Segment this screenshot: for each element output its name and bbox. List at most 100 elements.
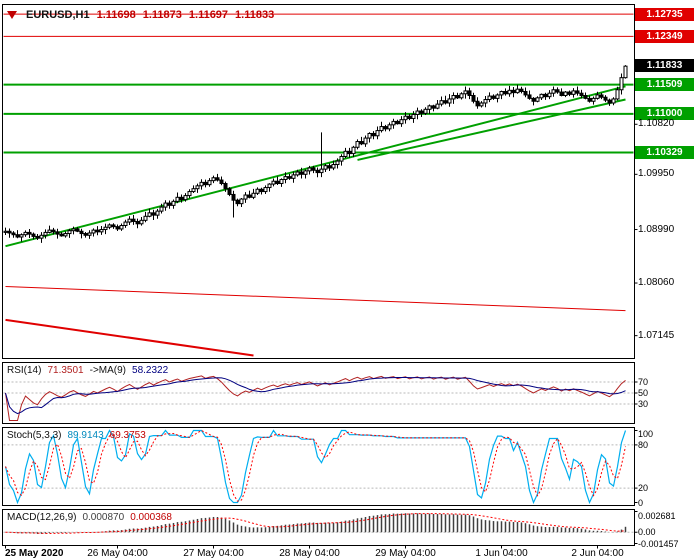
- macd-scale-label: 0.00: [638, 527, 656, 538]
- time-axis-label: 25 May 2020: [5, 548, 64, 559]
- candle: [359, 141, 364, 145]
- candle: [443, 100, 448, 104]
- close-value: 1.11833: [235, 9, 275, 21]
- candle: [99, 229, 104, 233]
- candle: [507, 89, 512, 95]
- price-scale-label: 1.09950: [638, 168, 675, 180]
- candle: [551, 89, 556, 94]
- candle: [263, 187, 268, 193]
- rsi-value: 71.3501: [47, 365, 84, 376]
- candle: [151, 212, 156, 216]
- macd-signal-value: 0.000368: [130, 512, 172, 523]
- candle: [571, 90, 576, 95]
- candle: [247, 194, 252, 198]
- candle: [387, 124, 392, 130]
- candle: [175, 196, 180, 202]
- rsi-ma-value: 58.2322: [132, 365, 169, 376]
- candle: [207, 180, 212, 186]
- candle: [471, 95, 476, 102]
- time-axis-label: 27 May 04:00: [183, 548, 244, 559]
- candle: [119, 225, 124, 230]
- candle: [127, 218, 132, 223]
- candle: [519, 88, 524, 92]
- candle: [303, 170, 308, 175]
- candle: [211, 177, 216, 182]
- candle: [7, 230, 12, 234]
- candles-layer: [3, 65, 628, 243]
- rsi-scale-label: 70: [638, 377, 649, 387]
- candle: [279, 178, 284, 185]
- candle: [487, 95, 492, 101]
- candle: [155, 210, 160, 216]
- symbol-timeframe-label: EURUSD,H1: [26, 9, 90, 21]
- candle: [555, 89, 560, 93]
- price-scale-label: 1.08060: [638, 277, 675, 289]
- candle: [463, 90, 468, 95]
- chart-header: EURUSD,H1 1.11698 1.11873 1.11697 1.1183…: [7, 9, 274, 21]
- candle: [31, 233, 36, 237]
- stoch-k-line: [4, 429, 627, 505]
- candle: [491, 95, 496, 99]
- stoch-signal-value: 69.3753: [109, 430, 146, 441]
- candle: [523, 90, 528, 96]
- stoch-scale-label: 100: [638, 428, 654, 439]
- candle: [367, 132, 372, 139]
- candle: [527, 94, 532, 99]
- candle: [131, 218, 136, 222]
- candle: [139, 219, 144, 225]
- candle: [427, 105, 432, 110]
- candle: [403, 115, 408, 121]
- stoch-scale-label: 0: [638, 497, 644, 508]
- candle: [595, 94, 600, 99]
- trendline[interactable]: [5, 318, 254, 357]
- candle: [611, 98, 616, 104]
- candle: [375, 130, 380, 137]
- candle: [383, 126, 388, 130]
- candle: [431, 105, 436, 109]
- candle: [483, 99, 488, 104]
- candle: [115, 226, 120, 230]
- low-value: 1.11697: [188, 9, 229, 21]
- candle: [147, 212, 152, 217]
- candle: [71, 228, 76, 232]
- current-price-box: 1.11833: [635, 59, 694, 73]
- candle: [143, 215, 148, 221]
- candle: [135, 220, 140, 225]
- time-axis-label: 28 May 04:00: [279, 548, 340, 559]
- candle: [191, 188, 196, 193]
- candle: [275, 180, 280, 185]
- trendline[interactable]: [5, 85, 626, 248]
- candle: [623, 65, 628, 79]
- candle: [39, 234, 44, 239]
- trendline[interactable]: [5, 285, 626, 312]
- candle: [391, 120, 396, 126]
- candle: [607, 99, 612, 104]
- time-axis-label: 1 Jun 04:00: [475, 548, 528, 559]
- candle: [15, 234, 20, 238]
- candle: [259, 188, 264, 193]
- candle: [323, 165, 328, 170]
- stoch-header: Stoch(5,3,3) 89.9143 69.3753: [7, 430, 146, 441]
- stoch-scale-label: 80: [638, 439, 649, 450]
- candle: [355, 141, 360, 148]
- candle: [239, 198, 244, 205]
- candle: [615, 89, 620, 100]
- candle: [567, 91, 572, 95]
- candle: [459, 93, 464, 99]
- candle: [219, 179, 224, 185]
- candle: [327, 165, 332, 169]
- candle: [231, 193, 236, 201]
- trendline[interactable]: [357, 98, 626, 161]
- candle: [559, 91, 564, 97]
- candle: [83, 233, 88, 236]
- rsi-scale-label: 30: [638, 399, 649, 409]
- candle: [123, 221, 128, 227]
- rsi-ma-line: [5, 377, 626, 415]
- candle: [583, 95, 588, 99]
- rsi-scale-label: 50: [638, 388, 649, 398]
- candle: [467, 90, 472, 97]
- candle: [195, 185, 200, 190]
- candle: [599, 94, 604, 98]
